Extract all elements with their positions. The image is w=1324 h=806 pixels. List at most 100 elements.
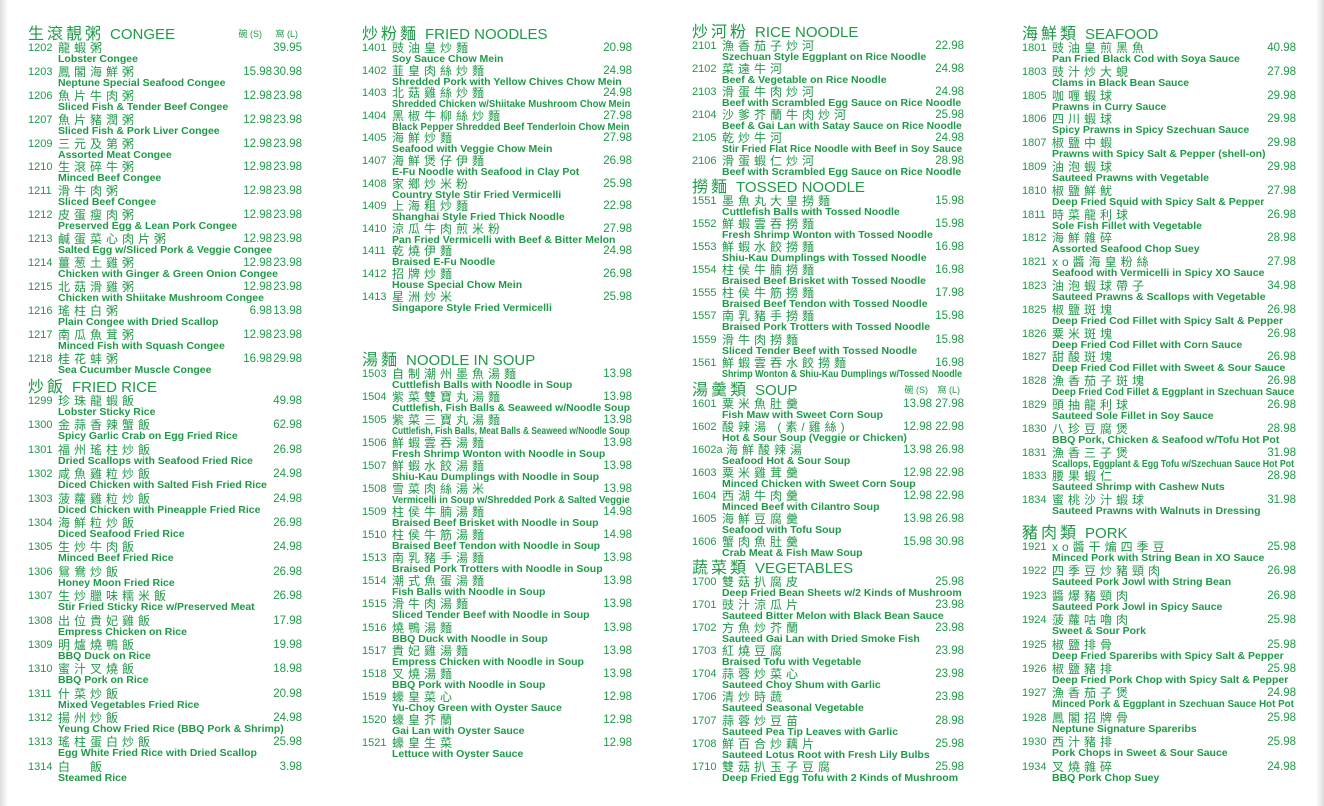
item-code: 1926 [1022,662,1047,675]
item-price: 28.98 [935,155,964,167]
menu-section: 生滾靚粥 CONGEE 碗 (S) 窩 (L) 1202 龍蝦粥 Lobster Conge… [28,26,302,377]
item-name-en: Diced Chicken with Salted Fish Fried Ric… [58,479,267,492]
item-price: 27.98 [935,398,964,410]
menu-item: 1702 方魚炒芥蘭 Sauteed Gai Lan with Dried Smok… [692,622,964,646]
item-code: 1210 [28,161,53,174]
item-name-zh: 乾燒伊麵 [392,244,457,259]
item-code: 1202 [28,42,53,54]
item-price: 19.98 [273,638,302,651]
menu-item: 1304 海鮮粒炒飯 Diced Seafood Fried Rice 26.98 [28,517,302,542]
item-code: 1930 [1022,736,1047,749]
item-name-zh: 柱侯牛腩撈麵 [722,263,819,278]
item-name-zh: 燒鴨湯麵 [392,620,457,635]
menu-item: 2101 漁香茄子炒河 Szechuan Style Eggplant on Ric… [692,40,964,64]
menu-item: 1412 招牌炒麵 House Special Chow Mein 26.98 [362,268,632,292]
item-name-zh: 沙爹芥蘭牛肉炒河 [722,108,851,122]
item-name-en: Szechuan Style Eggplant on Rice Noodle [722,51,927,63]
item-price: 26.98 [273,443,302,456]
menu-item: 1405 海鮮炒麵 Seafood with Veggie Chow Mein 27.… [362,132,632,156]
item-price: 12.98 [243,137,272,150]
menu-item: 1552 鮮蝦雲吞撈麵 Fresh Shrimp Wonton with Tosse… [692,218,964,242]
item-price: 23.98 [273,89,302,102]
item-code: 1604 [692,490,717,502]
item-price: 23.98 [273,257,302,270]
menu-item: 1803 豉汁炒大蜆 Clams in Black Bean Sauce 27.98 [1022,66,1296,91]
item-code: 1505 [362,414,387,427]
item-code: 1301 [28,443,53,456]
item-code: 1826 [1022,327,1047,340]
menu-item: 1708 鮮百合炒藕片 Sauteed Lotus Root with Fresh … [692,738,964,762]
item-code: 1211 [28,185,52,198]
item-name-en: Beef with Scrambled Egg Sauce on Rice No… [722,166,962,178]
item-price: 28.98 [935,714,964,727]
item-name-zh: 豉油皇煎黑魚 [1052,41,1149,55]
item-code: 1831 [1022,446,1047,459]
item-code: 1508 [362,483,387,496]
item-code: 1206 [28,89,53,102]
item-code: 1513 [362,552,387,565]
item-name-zh: 自制潮州墨魚湯麵 [392,367,521,381]
item-code: 1701 [692,599,717,612]
section-title: 炒飯 FRIED RICE [28,379,302,396]
item-name-en: Beef with Scrambled Egg Sauce on Rice No… [722,97,962,109]
item-code: 1554 [692,264,717,277]
item-name-zh: 漁香茄子斑塊 [1052,374,1149,389]
item-name-zh: 椒鹽鮮魷 [1052,183,1117,198]
item-price: 28.98 [1267,232,1296,245]
item-code: 1518 [362,667,387,680]
menu-item: 1828 漁香茄子斑塊 Deep Fried Cod Fillet & Eggpla… [1022,374,1296,400]
menu-item: 1202 龍蝦粥 Lobster Congee 39.95 [28,42,302,67]
item-price: 13.98 [903,398,932,410]
item-code: 1507 [362,460,387,473]
item-code: 1828 [1022,375,1047,388]
menu-item: 1504 紫菜雙寶丸湯麵 Cuttlefish, Fish Balls & Seaw… [362,391,632,415]
item-name-en: Seafood with Vermicelli in Spicy XO Sauc… [1052,267,1265,280]
menu-item: 1811 時菜龍利球 Sole Fish Fillet with Vegetable… [1022,209,1296,234]
menu-item: 1300 金蒜香辣蟹飯 Spicy Garlic Crab on Egg Fried… [28,419,302,444]
item-name-en: Braised Beef Brisket with Tossed Noodle [722,275,927,288]
item-name-en: Scallops, Eggplant & Egg Tofu w/Szechuan… [1052,457,1295,470]
item-name-en: Shanghai Style Fried Thick Noodle [392,211,565,224]
item-name-en: Sauteed Prawns with Walnuts in Dressing [1052,505,1261,518]
item-name-en: Shredded Pork with Yellow Chives Chow Me… [392,75,622,88]
item-name-en: Sauteed Bitter Melon with Black Bean Sau… [722,610,944,623]
item-name-zh: 雙菇扒腐皮 [722,575,803,589]
size-column-header: 窩 (L) [275,29,298,39]
item-name-en: Deep Fried Bean Sheets w/2 Kinds of Mush… [722,587,962,599]
menu-item: 1505 紫菜三寶丸湯麵 Cuttlefish, Fish Balls, Meat … [362,414,632,438]
item-code: 1710 [692,760,717,773]
item-name-zh: 三元及第粥 [58,136,139,151]
item-name-en: Empress Chicken on Rice [58,625,187,638]
page-left-edge [0,0,8,806]
item-name-zh: 油泡蝦球帶子 [1052,278,1149,293]
item-name-en: Crab Meat & Fish Maw Soup [722,547,863,559]
item-name-en: Braised Beef Tendon with Tossed Noodle [722,298,928,311]
item-name-en: Sauteed Gai Lan with Dried Smoke Fish [722,633,920,646]
item-name-en: Assorted Meat Congee [58,148,172,161]
item-name-en: Shiu-Kau Dumplings with Noodle in Soup [392,471,600,484]
item-name-en: Yeung Chow Fried Rice (BBQ Pork & Shrimp… [58,723,284,736]
menu-item: 1561 鮮蝦雲吞水餃撈麵 Shrimp Wonton & Shiu-Kau Dum… [692,357,964,381]
item-name-en: Deep Fried Cod Fillet with Corn Sauce [1052,338,1243,351]
item-price: 28.98 [1267,422,1296,435]
item-price: 12.98 [243,113,272,126]
item-price: 15.98 [903,536,932,548]
menu-item: 1805 咖喱蝦球 Prawns in Curry Sauce 29.98 [1022,90,1296,115]
item-price: 23.98 [935,668,964,681]
item-code: 1520 [362,713,387,726]
item-name-en: Salted Egg w/Sliced Pork & Veggie Congee [58,244,273,257]
item-name-en: Seafood with Veggie Chow Mein [392,143,553,156]
menu-item: 1826 粟米斑塊 Deep Fried Cod Fillet with Corn … [1022,327,1296,353]
item-name-zh: 墨魚丸大皇撈麵 [722,194,835,208]
section-title: 湯羹類 SOUP 碗 (S) 窩 (L) [692,382,964,399]
section-title-zh: 炒飯 [28,379,67,396]
section-title: 撈麵 TOSSED NOODLE [692,179,964,196]
menu-item: 1602a 海鮮酸辣湯 Seafood Hot & Sour Soup 13.98 26… [692,444,964,468]
item-code: 1923 [1022,589,1047,602]
item-code: 1216 [28,304,53,317]
item-code: 1810 [1022,184,1047,197]
item-name-en: Assorted Seafood Chop Suey [1052,243,1200,256]
item-code: 1408 [362,177,387,190]
item-price: 12.98 [243,280,272,293]
menu-item: 1401 豉油皇炒麵 Soy Sauce Chow Mein 20.98 [362,42,632,66]
